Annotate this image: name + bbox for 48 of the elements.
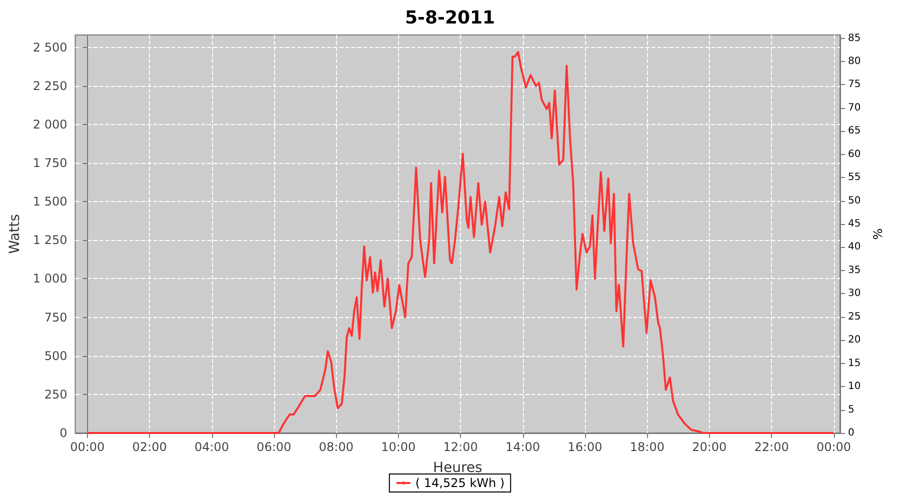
x-tick-label: 06:00: [256, 440, 292, 454]
x-tick-label: 22:00: [754, 440, 789, 454]
chart-title: 5-8-2011: [404, 8, 496, 28]
x-tick-label: 14:00: [505, 440, 540, 454]
y-tick-label: 1 750: [32, 156, 68, 170]
x-tick-label: 10:00: [381, 440, 416, 454]
x-tick-label: 00:00: [70, 440, 105, 454]
x-tick-label: 08:00: [318, 440, 354, 454]
y2-tick-label: 25: [848, 311, 861, 322]
x-tick-label: 00:00: [816, 440, 852, 454]
y-tick-label: 1 000: [32, 272, 68, 286]
y-axis-title: Watts: [7, 214, 23, 254]
y2-tick-label: 55: [848, 172, 861, 184]
y2-tick-label: 40: [848, 242, 861, 253]
x-tick-label: 12:00: [443, 440, 478, 454]
y2-tick-label: 80: [848, 56, 861, 67]
y-tick-label: 2 000: [32, 117, 68, 132]
y2-tick-label: 75: [848, 79, 861, 90]
y2-tick-label: 35: [848, 264, 861, 276]
y2-tick-label: 70: [848, 102, 861, 114]
y2-tick-label: 65: [848, 126, 861, 137]
x-tick-label: 04:00: [194, 440, 230, 454]
y-tick-label: 0: [60, 426, 68, 440]
legend-label: ( 14,525 kWh ): [415, 476, 505, 490]
x-tick-label: 16:00: [568, 440, 602, 454]
x-tick-label: 02:00: [132, 440, 167, 454]
y2-tick-label: 15: [848, 358, 861, 369]
y2-tick-label: 0: [848, 428, 854, 438]
y2-axis-title: %: [871, 228, 885, 240]
y-tick-label: 1 250: [32, 233, 68, 248]
y2-tick-label: 20: [848, 334, 861, 346]
y2-tick-label: 50: [848, 195, 861, 206]
x-tick-label: 20:00: [692, 440, 727, 454]
y2-tick-label: 85: [848, 32, 861, 44]
y-tick-label: 750: [44, 310, 68, 324]
y2-tick-label: 10: [848, 381, 861, 392]
y2-tick-label: 30: [848, 288, 861, 300]
y-tick-label: 500: [44, 348, 68, 363]
y2-tick-label: 45: [848, 218, 861, 230]
x-axis-title: Heures: [432, 460, 482, 476]
y2-tick-label: 60: [848, 148, 861, 160]
y-tick-label: 250: [44, 387, 68, 402]
y-tick-label: 2 250: [32, 78, 68, 93]
y2-tick-label: 5: [848, 404, 854, 416]
y-tick-label: 2 500: [32, 40, 68, 54]
line-series: [86, 50, 835, 434]
x-tick-label: 18:00: [630, 440, 664, 454]
y-tick-label: 1 500: [32, 194, 68, 209]
